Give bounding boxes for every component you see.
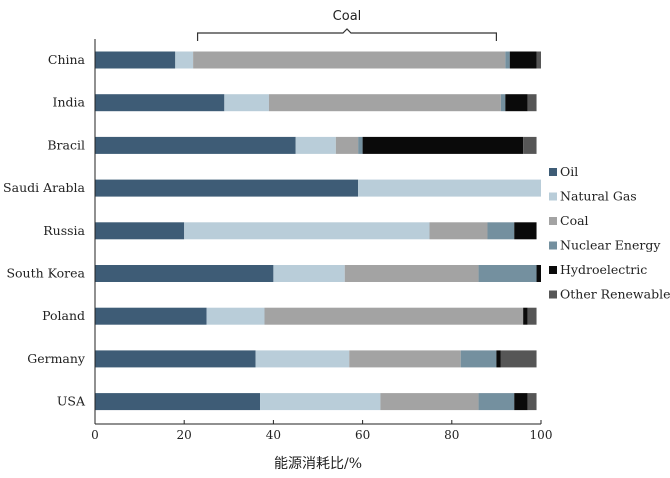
bar-segment-russia-nuclear-energy xyxy=(487,222,515,240)
legend-swatch xyxy=(549,241,557,250)
category-label: Poland xyxy=(42,308,85,323)
legend-label: Other Renewables xyxy=(560,287,670,302)
bar-segment-usa-nuclear-energy xyxy=(478,393,515,411)
category-label: Saudi Arabla xyxy=(3,180,85,195)
x-tick-label: 20 xyxy=(177,428,192,442)
legend-label: Oil xyxy=(560,164,578,179)
bar-segment-china-oil xyxy=(95,51,176,69)
bar-segment-india-oil xyxy=(95,94,225,112)
bar-segment-poland-natural-gas xyxy=(206,307,265,325)
legend-label: Coal xyxy=(560,213,589,228)
bar-segment-saudi-arabla-oil xyxy=(95,179,359,197)
bar-segment-south-korea-oil xyxy=(95,265,274,282)
bar-segment-poland-oil xyxy=(95,307,207,325)
bar-segment-bracil-coal xyxy=(335,136,359,154)
bar-segment-bracil-hydroelectric xyxy=(362,136,524,154)
bar-segment-india-coal xyxy=(268,94,501,112)
bar-segment-usa-hydroelectric xyxy=(514,393,528,411)
bar-segment-saudi-arabla-natural-gas xyxy=(358,179,541,197)
category-label: USA xyxy=(57,394,86,409)
bar-segment-poland-coal xyxy=(264,307,524,325)
legend-swatch xyxy=(549,168,557,176)
bar-segment-south-korea-coal xyxy=(344,265,479,282)
bar-segment-india-natural-gas xyxy=(224,94,269,112)
bar-segment-germany-oil xyxy=(95,350,256,368)
bar-segment-bracil-oil xyxy=(95,136,296,154)
bar-segment-bracil-other-renewables xyxy=(523,136,537,154)
bar-segment-germany-coal xyxy=(349,350,461,368)
bar-segment-china-nuclear-energy xyxy=(505,51,510,69)
bracket-line xyxy=(196,28,497,41)
legend-swatch xyxy=(549,217,557,225)
x-axis: 0 20 40 60 80 100 xyxy=(91,39,552,442)
x-tick-label: 0 xyxy=(91,428,99,442)
legend-label: Nuclear Energy xyxy=(560,238,661,253)
bar-segment-germany-nuclear-energy xyxy=(460,350,497,368)
bar-segment-bracil-nuclear-energy xyxy=(358,136,363,154)
x-tick-label: 100 xyxy=(530,428,553,442)
bar-segment-india-hydroelectric xyxy=(505,94,528,112)
bar-segment-china-coal xyxy=(193,51,506,69)
bar-segment-india-nuclear-energy xyxy=(500,94,506,112)
bars-group xyxy=(95,51,541,411)
coal-bracket: Coal xyxy=(196,9,497,41)
x-tick-label: 60 xyxy=(355,428,370,442)
bar-segment-germany-other-renewables xyxy=(500,350,537,368)
bar-segment-russia-hydroelectric xyxy=(514,222,537,240)
bar-segment-south-korea-natural-gas xyxy=(273,265,345,282)
legend: Oil Natural Gas Coal Nuclear Energy Hydroele… xyxy=(549,164,670,302)
bar-segment-poland-other-renewables xyxy=(527,307,537,325)
legend-label: Hydroelectric xyxy=(560,262,647,277)
legend-label: Natural Gas xyxy=(560,189,637,204)
bar-segment-china-natural-gas xyxy=(175,51,194,69)
x-tick-label: 80 xyxy=(444,428,459,442)
bar-segment-usa-natural-gas xyxy=(260,393,381,411)
bar-segment-usa-oil xyxy=(95,393,261,411)
bar-segment-usa-other-renewables xyxy=(527,393,537,411)
bar-segment-usa-coal xyxy=(380,393,479,411)
legend-swatch xyxy=(549,290,557,299)
legend-swatch xyxy=(549,192,557,201)
bar-segment-south-korea-hydroelectric xyxy=(536,265,541,282)
bar-segment-poland-hydroelectric xyxy=(523,307,528,325)
x-axis-title: 能源消耗比/% xyxy=(274,456,362,472)
bar-segment-russia-natural-gas xyxy=(184,222,430,240)
bar-segment-russia-coal xyxy=(429,222,488,240)
category-label: China xyxy=(48,52,86,67)
category-labels: China India Bracil Saudi Arabla Russia South … xyxy=(3,52,86,409)
bar-segment-china-other-renewables xyxy=(536,51,541,69)
category-label: South Korea xyxy=(6,266,85,281)
bar-segment-india-other-renewables xyxy=(527,94,537,112)
bar-segment-china-hydroelectric xyxy=(509,51,537,69)
bar-segment-germany-hydroelectric xyxy=(496,350,501,368)
x-tick-label: 40 xyxy=(266,428,281,442)
bracket-label: Coal xyxy=(333,9,362,24)
bar-segment-bracil-natural-gas xyxy=(295,136,336,154)
category-label: Germany xyxy=(27,351,86,366)
category-label: India xyxy=(53,95,86,110)
bar-segment-russia-oil xyxy=(95,222,185,240)
bar-segment-germany-natural-gas xyxy=(255,350,350,368)
legend-swatch xyxy=(549,266,557,274)
category-label: Bracil xyxy=(47,137,85,152)
bar-segment-south-korea-nuclear-energy xyxy=(478,265,537,282)
category-label: Russia xyxy=(43,223,85,238)
